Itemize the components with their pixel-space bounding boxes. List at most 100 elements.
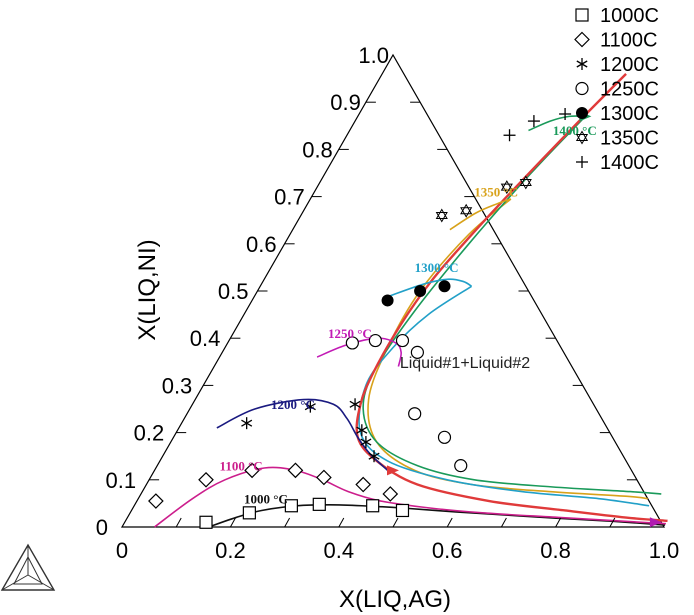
isotherm-curve [208,504,666,528]
y-tick-label: 0.6 [246,232,277,257]
data-point [349,398,361,411]
data-point [356,424,368,437]
y-tick-label: 0.9 [330,90,361,115]
binodal-curve [216,398,389,471]
isotherm-label: 1350 °C [474,185,518,200]
isotherm-label: 1100 °C [220,458,263,473]
data-point [287,462,304,479]
legend-entry: 1400C [600,152,659,174]
gap-boundary-curve [362,115,662,495]
y-tick-label: 0.5 [218,279,249,304]
experimental-points [148,108,572,529]
data-point [454,459,468,473]
legend-marker [575,81,589,96]
data-point [460,203,473,218]
isotherm-label: 1400 °C [553,123,597,138]
data-point [284,499,298,513]
data-point [527,115,540,128]
bottom-tick [175,517,182,528]
region-label: Liquid#1+Liquid#2 [400,355,530,372]
bottom-tick [555,517,562,528]
y-tick-label: 0.4 [190,326,221,351]
y-axis-title: X(LIQ,NI) [134,239,161,340]
data-point [304,400,316,413]
bottom-tick [392,517,399,528]
legend-marker [576,107,588,119]
legend-entry: 1250C [600,79,659,101]
data-point [559,108,572,120]
legend-entry: 1000C [600,5,659,27]
gap-boundary-curve [355,73,668,523]
arrow-head [649,517,662,528]
data-point [199,515,213,529]
y-tick-label: 0.7 [274,185,305,210]
isotherm-label: 1000 °C [244,491,288,506]
legend-marker [575,8,589,22]
data-point [345,336,359,350]
legend-entry: 1200C [600,54,659,76]
data-point [244,462,260,479]
isotherm-labels: 1200 °C 1250 °C 1300 °C 1350 °C 1400 °C 1000 … [220,123,597,506]
data-point [360,436,372,449]
data-point [414,285,427,297]
logo-icon [0,543,56,591]
data-point [312,497,326,511]
legend-entry: 1350C [600,128,659,150]
data-point [410,345,424,359]
y-tick-label: 0 [96,515,108,540]
legend-marker [576,156,588,168]
data-point [438,280,451,293]
data-point [316,469,332,486]
data-point [381,294,394,307]
data-point [519,175,532,190]
data-point [241,417,253,430]
x-tick-label: 0.8 [540,538,571,563]
data-point [435,208,448,223]
bottom-tick [609,517,616,528]
legend-marker [576,58,588,70]
data-point [500,180,513,195]
isotherm-label: 1250 °C [328,326,372,341]
y-tick-label: 0.1 [106,468,137,493]
arrow-head [387,465,399,476]
y-tick-label: 0.8 [302,137,333,162]
binodal-curve [449,198,512,231]
data-point [148,493,164,509]
bottom-tick [338,517,345,528]
data-point [198,471,214,488]
axis-ticks: 0 0.2 0.4 0.6 0.8 1.0 0 0.1 0.2 0.3 0.4 0.5 0.6 0.7 0.… [96,43,680,563]
x-tick-label: 0.2 [215,538,246,563]
isotherm-label: 1200 °C [271,397,315,412]
data-point [395,333,410,348]
legend-entry: 1300C [600,103,659,125]
bottom-tick [500,517,507,528]
data-point [355,476,372,493]
legend-entry: 1100C [600,30,657,52]
data-point [242,506,256,520]
binodal-curve [390,278,473,297]
y-tick-label: 1.0 [358,43,389,68]
data-point [382,486,399,502]
data-point [408,407,422,421]
legend-marker [575,130,589,145]
gap-boundary-curve [367,198,648,500]
isotherm-label: 1300 °C [415,260,459,275]
data-point [366,499,380,513]
data-point [368,333,382,348]
legend-marker [574,31,590,48]
x-tick-label: 0.4 [324,538,355,563]
bottom-tick [229,517,236,528]
x-axis-title: X(LIQ,AG) [339,586,451,613]
bottom-tick [446,517,453,528]
bottom-tick [284,517,291,528]
y-tick-label: 0.3 [162,373,193,398]
data-point [437,430,452,444]
binodal-curve [316,337,402,367]
x-tick-label: 1.0 [649,538,680,563]
data-point [368,450,380,463]
x-tick-label: 0 [116,538,128,563]
y-tick-label: 0.2 [134,421,165,446]
data-point [503,129,516,142]
